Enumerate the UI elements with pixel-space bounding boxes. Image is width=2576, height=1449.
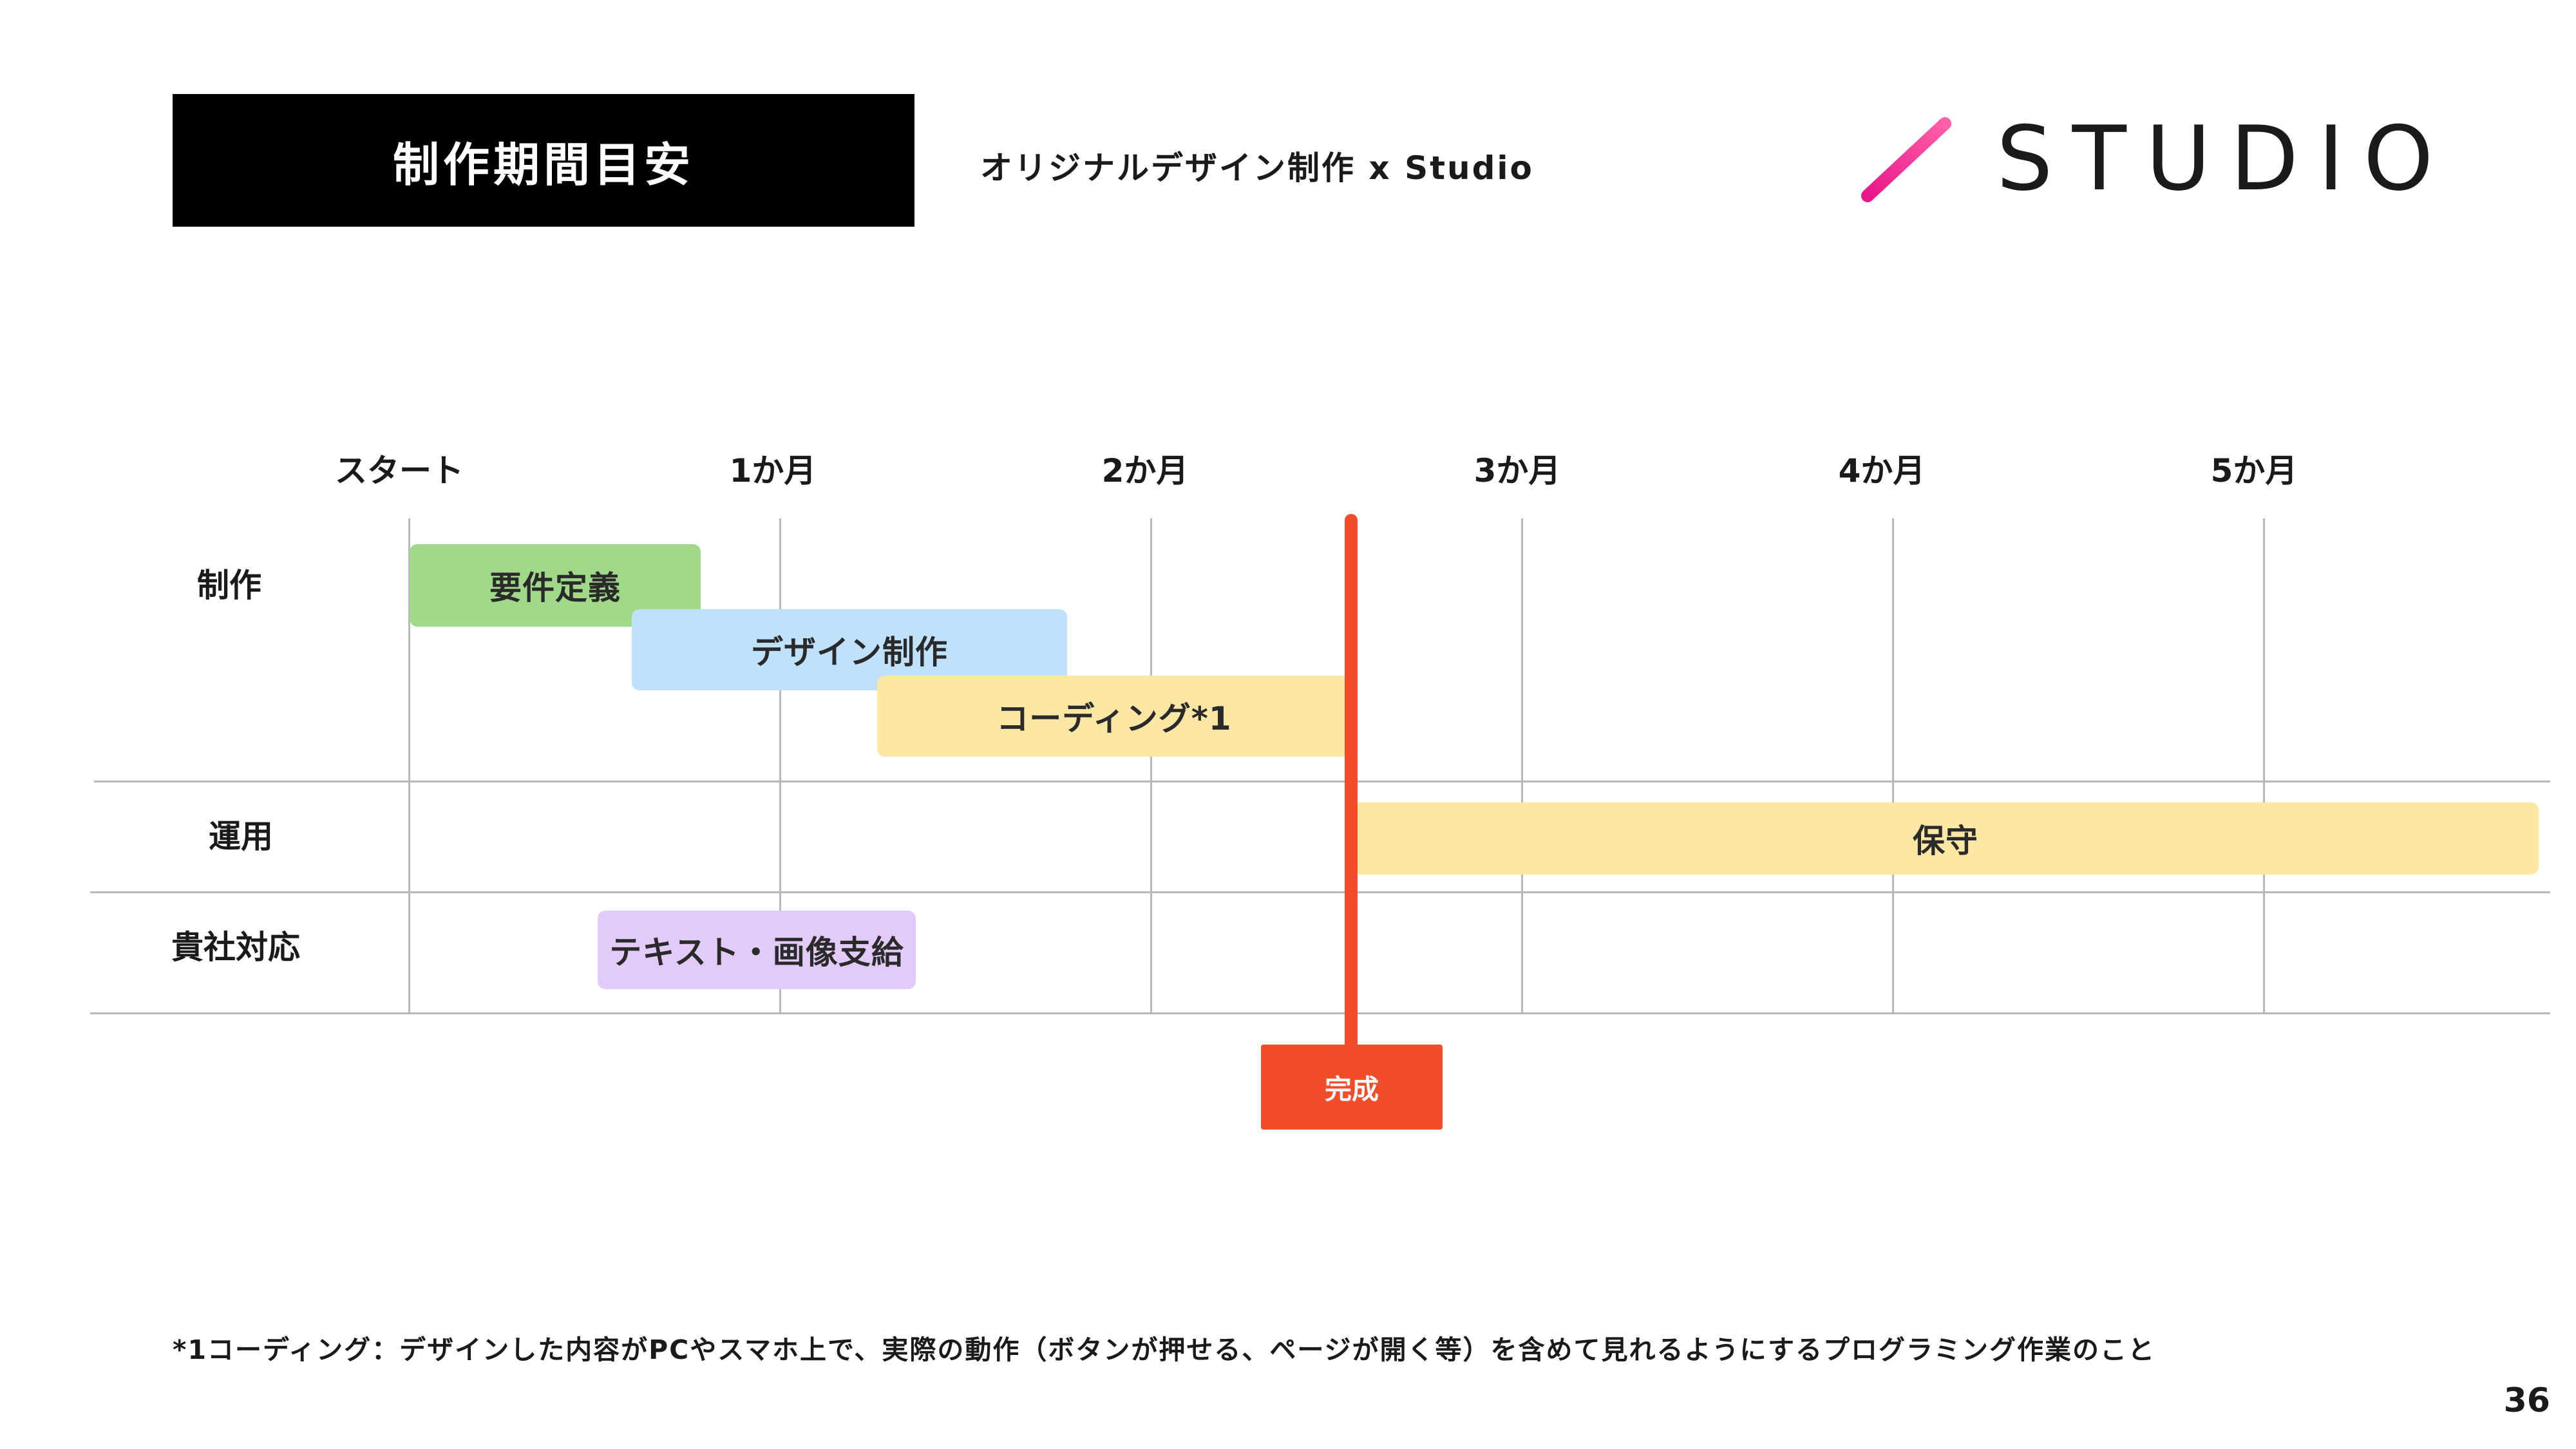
task-bar-requirements: 要件定義 [410,544,701,627]
column-label-start: スタート [335,452,464,489]
row-label-client: 貴社対応 [171,929,300,966]
row-label-production: 制作 [197,567,261,604]
row-divider-3 [90,1012,2550,1014]
page-title: 制作期間目安 [392,137,694,192]
footnote: *1コーディング：デザインした内容がPCやスマホ上で、実際の動作（ボタンが押せる… [173,1334,2155,1365]
row-divider-2 [90,891,2550,893]
task-bar-coding: コーディング*1 [877,676,1351,757]
grid-line-month-5 [2263,518,2265,1014]
milestone-label: 完成 [1324,1073,1379,1105]
grid-line-start [408,518,410,1014]
page-subtitle: オリジナルデザイン制作 x Studio [980,149,1534,187]
column-label-month-2: 2か月 [1101,452,1189,489]
column-label-month-1: 1か月 [729,452,817,489]
page-title-box: 制作期間目安 [173,94,914,227]
grid-line-month-4 [1892,518,1894,1014]
studio-logo-text: STUDIO [1996,107,2453,211]
page-number: 36 [2503,1381,2550,1420]
grid-line-month-2 [1150,518,1152,1014]
studio-logo-mark-icon [1861,117,1951,202]
column-label-month-3: 3か月 [1473,452,1561,489]
column-label-month-4: 4か月 [1838,452,1926,489]
task-bar-maintenance: 保守 [1352,802,2539,875]
milestone-completion: 完成 [1261,1045,1443,1130]
row-label-operation: 運用 [209,818,273,855]
grid-line-month-1 [779,518,781,1014]
column-label-month-5: 5か月 [2210,452,2298,489]
task-bar-assets: テキスト・画像支給 [598,911,916,989]
milestone-line [1345,514,1358,1055]
grid-line-month-3 [1521,518,1523,1014]
row-divider-1 [94,781,2550,782]
